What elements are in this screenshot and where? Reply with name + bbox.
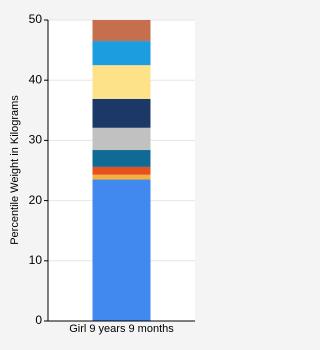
bar-segment bbox=[92, 127, 151, 151]
bar-segment bbox=[92, 174, 151, 180]
chart: Percentile Weight in Kilograms 0 10 20 30 40… bbox=[8, 12, 195, 335]
bar-segment bbox=[92, 20, 151, 42]
y-tick-label: 10 bbox=[29, 253, 43, 267]
bar-segment bbox=[92, 65, 151, 99]
y-axis-label: Percentile Weight in Kilograms bbox=[9, 95, 21, 245]
y-tick-label: 40 bbox=[29, 72, 43, 86]
bar-segment bbox=[92, 98, 151, 128]
y-tick-label: 30 bbox=[29, 133, 43, 147]
y-tick-label: 20 bbox=[29, 193, 43, 207]
bar-segment bbox=[92, 166, 151, 175]
y-tick-label: 0 bbox=[35, 313, 42, 327]
bar-segment bbox=[92, 179, 151, 321]
y-tick-label: 50 bbox=[29, 12, 43, 26]
x-tick-label: Girl 9 years 9 months bbox=[69, 323, 174, 335]
bar-segment bbox=[92, 150, 151, 167]
bar-segment bbox=[92, 41, 151, 66]
